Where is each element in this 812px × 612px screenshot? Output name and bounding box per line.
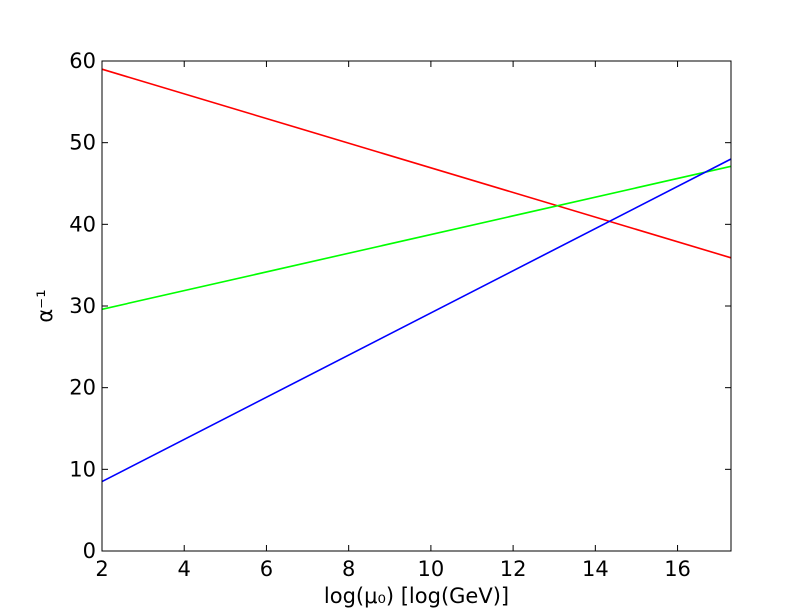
x-tick-label: 2	[95, 557, 108, 581]
x-tick-label: 4	[178, 557, 191, 581]
series-line-3	[101, 158, 732, 483]
y-tick-label: 20	[69, 376, 96, 400]
x-tick-label: 14	[582, 557, 609, 581]
series-line-2	[101, 165, 732, 311]
series-layer	[101, 68, 732, 483]
y-tick-label: 0	[83, 539, 96, 563]
y-tick-label: 60	[69, 49, 96, 73]
plot-frame	[101, 60, 732, 552]
y-axis-label: α⁻¹	[33, 289, 57, 322]
series-line-1	[101, 68, 732, 259]
x-axis-label: log(μ₀) [log(GeV)]	[324, 584, 509, 608]
x-tick-label: 16	[664, 557, 691, 581]
ticks-layer	[101, 60, 731, 552]
y-tick-label: 30	[69, 294, 96, 318]
x-tick-label: 10	[418, 557, 445, 581]
x-tick-label: 8	[342, 557, 355, 581]
y-tick-label: 40	[69, 212, 96, 236]
x-tick-label: 12	[500, 557, 527, 581]
x-tick-label: 6	[260, 557, 273, 581]
tick-labels-layer: 2 4 6 8 10 12 14 16 0 10 20 30 40 50 60	[69, 49, 691, 581]
y-tick-label: 50	[69, 131, 96, 155]
y-tick-label: 10	[69, 457, 96, 481]
